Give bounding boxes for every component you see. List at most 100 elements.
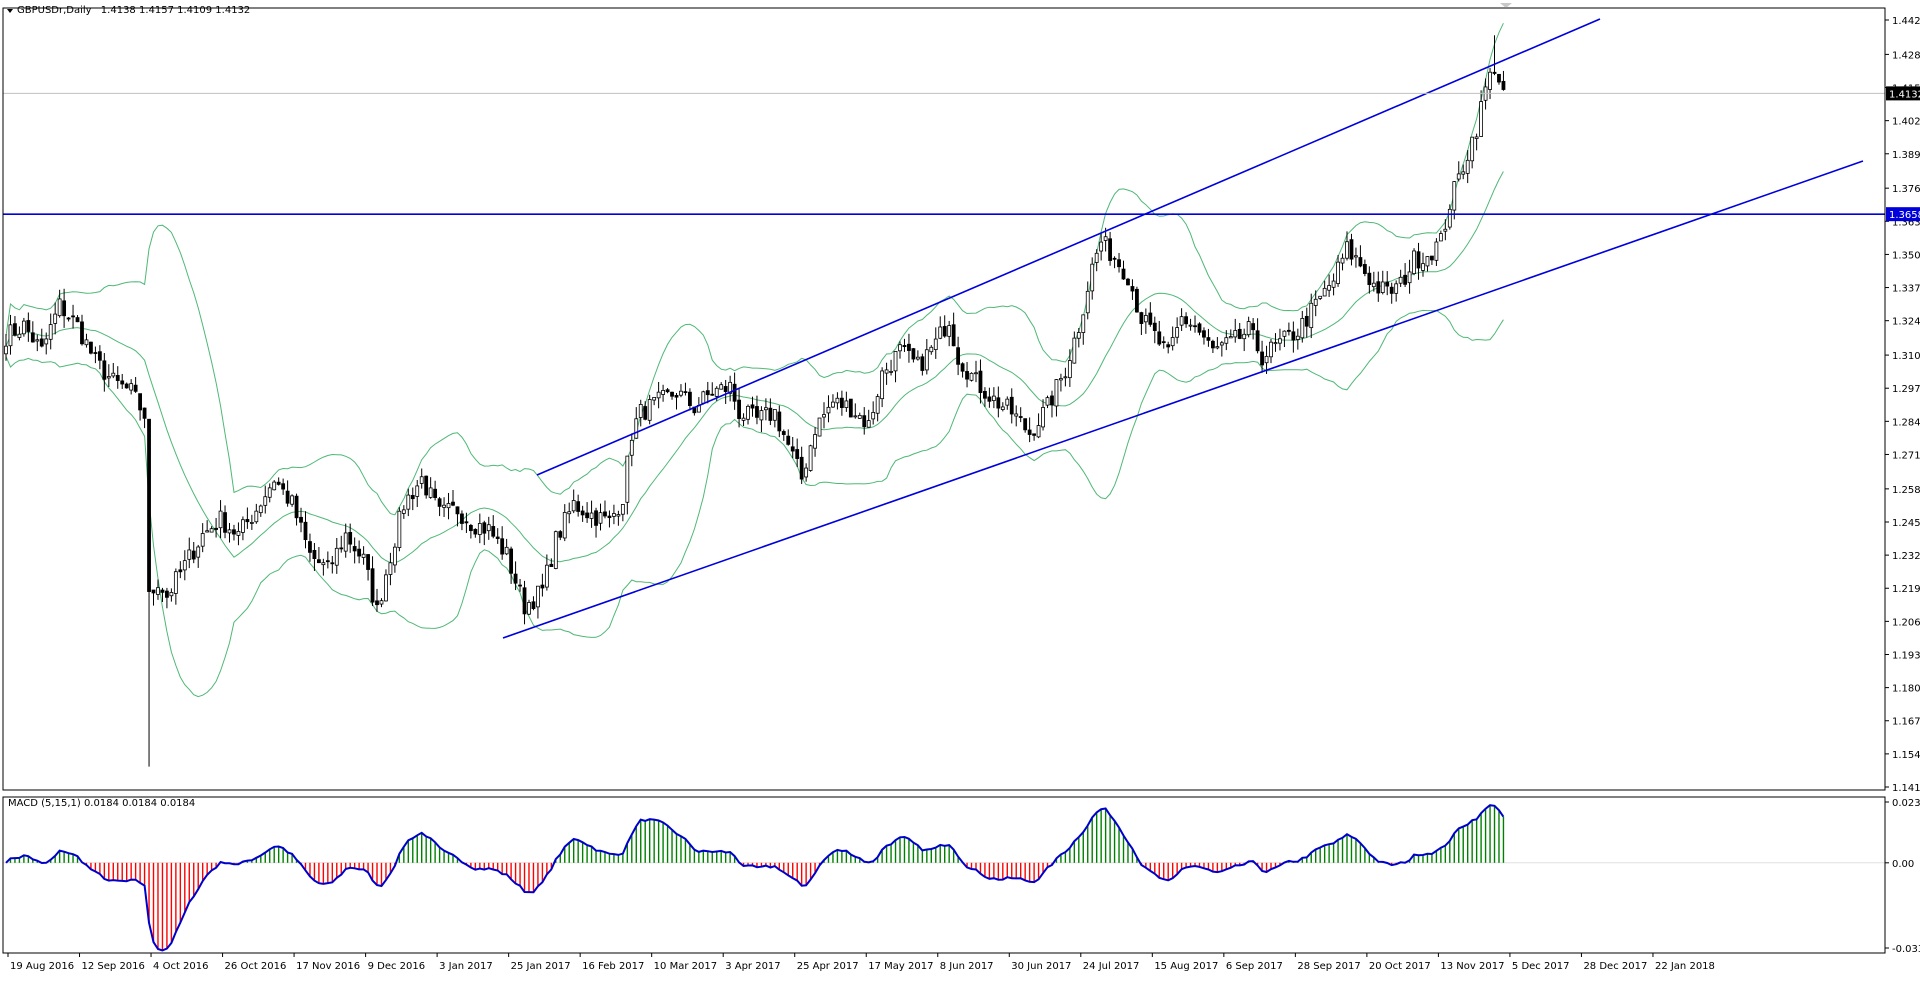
candle-body <box>13 323 17 336</box>
time-tick-label: 9 Dec 2016 <box>368 961 426 972</box>
candle-body <box>1117 259 1121 268</box>
candle-body <box>898 344 902 352</box>
upper-band <box>5 22 1504 516</box>
candle-body <box>544 564 549 588</box>
candle-body <box>1005 398 1010 406</box>
candle-body <box>1300 318 1305 339</box>
candle-body <box>299 516 303 523</box>
candle-body <box>303 521 308 541</box>
candle-body <box>723 386 728 392</box>
candle-body <box>285 490 290 504</box>
candle-body <box>169 592 174 597</box>
shift-marker-icon <box>1500 3 1512 8</box>
candle-body <box>813 434 817 449</box>
price-tick-label: 1.3240 <box>1892 317 1920 328</box>
candle-body <box>227 529 232 534</box>
candle-body <box>1202 330 1206 338</box>
candle-body <box>267 487 272 498</box>
candle-body <box>625 455 630 503</box>
candle-body <box>1067 360 1072 379</box>
lower-band <box>5 309 1504 698</box>
channel-upper-line[interactable] <box>536 18 1601 476</box>
time-tick-label: 12 Sep 2016 <box>82 961 145 972</box>
candle-body <box>1345 241 1349 259</box>
candle-body <box>504 546 509 555</box>
candle-body <box>857 414 862 419</box>
candle-body <box>786 435 791 445</box>
chart-header: GBPUSDr,Daily 1.4138 1.4157 1.4109 1.413… <box>7 5 250 809</box>
price-pane <box>2 7 1886 791</box>
candle-body <box>1367 272 1372 285</box>
candle-body <box>607 515 612 519</box>
candle-body <box>178 569 183 573</box>
candle-body <box>1233 330 1238 338</box>
candle-body <box>924 349 929 371</box>
candle-body <box>1166 344 1171 348</box>
price-tick-label: 1.3630 <box>1892 217 1920 228</box>
candle-body <box>589 512 594 519</box>
candle-body <box>710 393 715 396</box>
candle-body <box>1197 323 1202 333</box>
candle-body <box>580 510 585 516</box>
candle-body <box>549 563 554 567</box>
candle-body <box>1479 101 1483 137</box>
candle-body <box>1072 337 1077 364</box>
candle-body <box>1112 257 1117 260</box>
candle-body <box>732 383 737 402</box>
time-tick-label: 13 Nov 2017 <box>1440 961 1504 972</box>
macd-label: MACD (5,15,1) 0.0184 0.0184 0.0184 <box>8 798 195 809</box>
candle-body <box>339 547 344 550</box>
candle-body <box>156 587 160 595</box>
candle-body <box>996 397 1001 409</box>
channel-lower-line[interactable] <box>502 160 1864 639</box>
candle-body <box>17 333 22 338</box>
candle-body <box>911 348 916 360</box>
candle-body <box>1336 261 1340 284</box>
candle-body <box>893 351 898 372</box>
candle-body <box>254 510 259 523</box>
candle-body <box>1438 233 1443 242</box>
candle-body <box>1421 263 1425 271</box>
candle-body <box>1215 346 1220 349</box>
time-axis: 19 Aug 2016 12 Sep 2016 4 Oct 2016 26 Oct 2… <box>7 953 1715 972</box>
candle-body <box>1403 274 1408 285</box>
candle-body <box>951 324 956 347</box>
candle-body <box>1278 338 1282 344</box>
candle-body <box>321 562 326 566</box>
macd-histogram <box>3 804 1885 952</box>
candle-body <box>71 315 75 318</box>
price-tick-label: 1.1670 <box>1892 717 1920 728</box>
chevron-down-icon[interactable] <box>7 9 13 13</box>
candle-body <box>822 414 826 418</box>
candle-body <box>1492 71 1497 74</box>
candle-body <box>871 412 876 420</box>
price-tick-label: 1.2060 <box>1892 617 1920 628</box>
candle-body <box>558 531 563 538</box>
candle-body <box>312 549 317 560</box>
candle-body <box>205 530 210 533</box>
candle-body <box>1362 264 1367 274</box>
time-tick-label: 6 Sep 2017 <box>1226 961 1283 972</box>
candle-body <box>93 352 98 354</box>
candle-body <box>21 320 26 335</box>
price-tick-label: 1.3105 <box>1892 351 1920 362</box>
candle-body <box>1054 379 1059 407</box>
candle-body <box>1036 425 1041 438</box>
candle-body <box>1251 323 1256 331</box>
candle-body <box>974 372 978 375</box>
price-axis: 1.44201.42851.41551.40251.38951.37601.36… <box>1885 16 1920 955</box>
candle-body <box>714 387 719 397</box>
time-tick-label: 17 May 2017 <box>868 961 933 972</box>
time-tick-label: 3 Jan 2017 <box>439 961 493 972</box>
candle-body <box>1354 255 1358 258</box>
candle-body <box>433 488 438 498</box>
candle-body <box>1389 286 1394 294</box>
candle-body <box>1126 278 1130 286</box>
level-price-badge <box>1886 207 1920 222</box>
candle-body <box>947 325 952 337</box>
candle-body <box>1090 263 1095 292</box>
price-tick-label: 1.2715 <box>1892 450 1920 461</box>
candle-body <box>848 398 853 418</box>
candle-body <box>366 554 370 570</box>
time-tick-label: 17 Nov 2016 <box>296 961 360 972</box>
